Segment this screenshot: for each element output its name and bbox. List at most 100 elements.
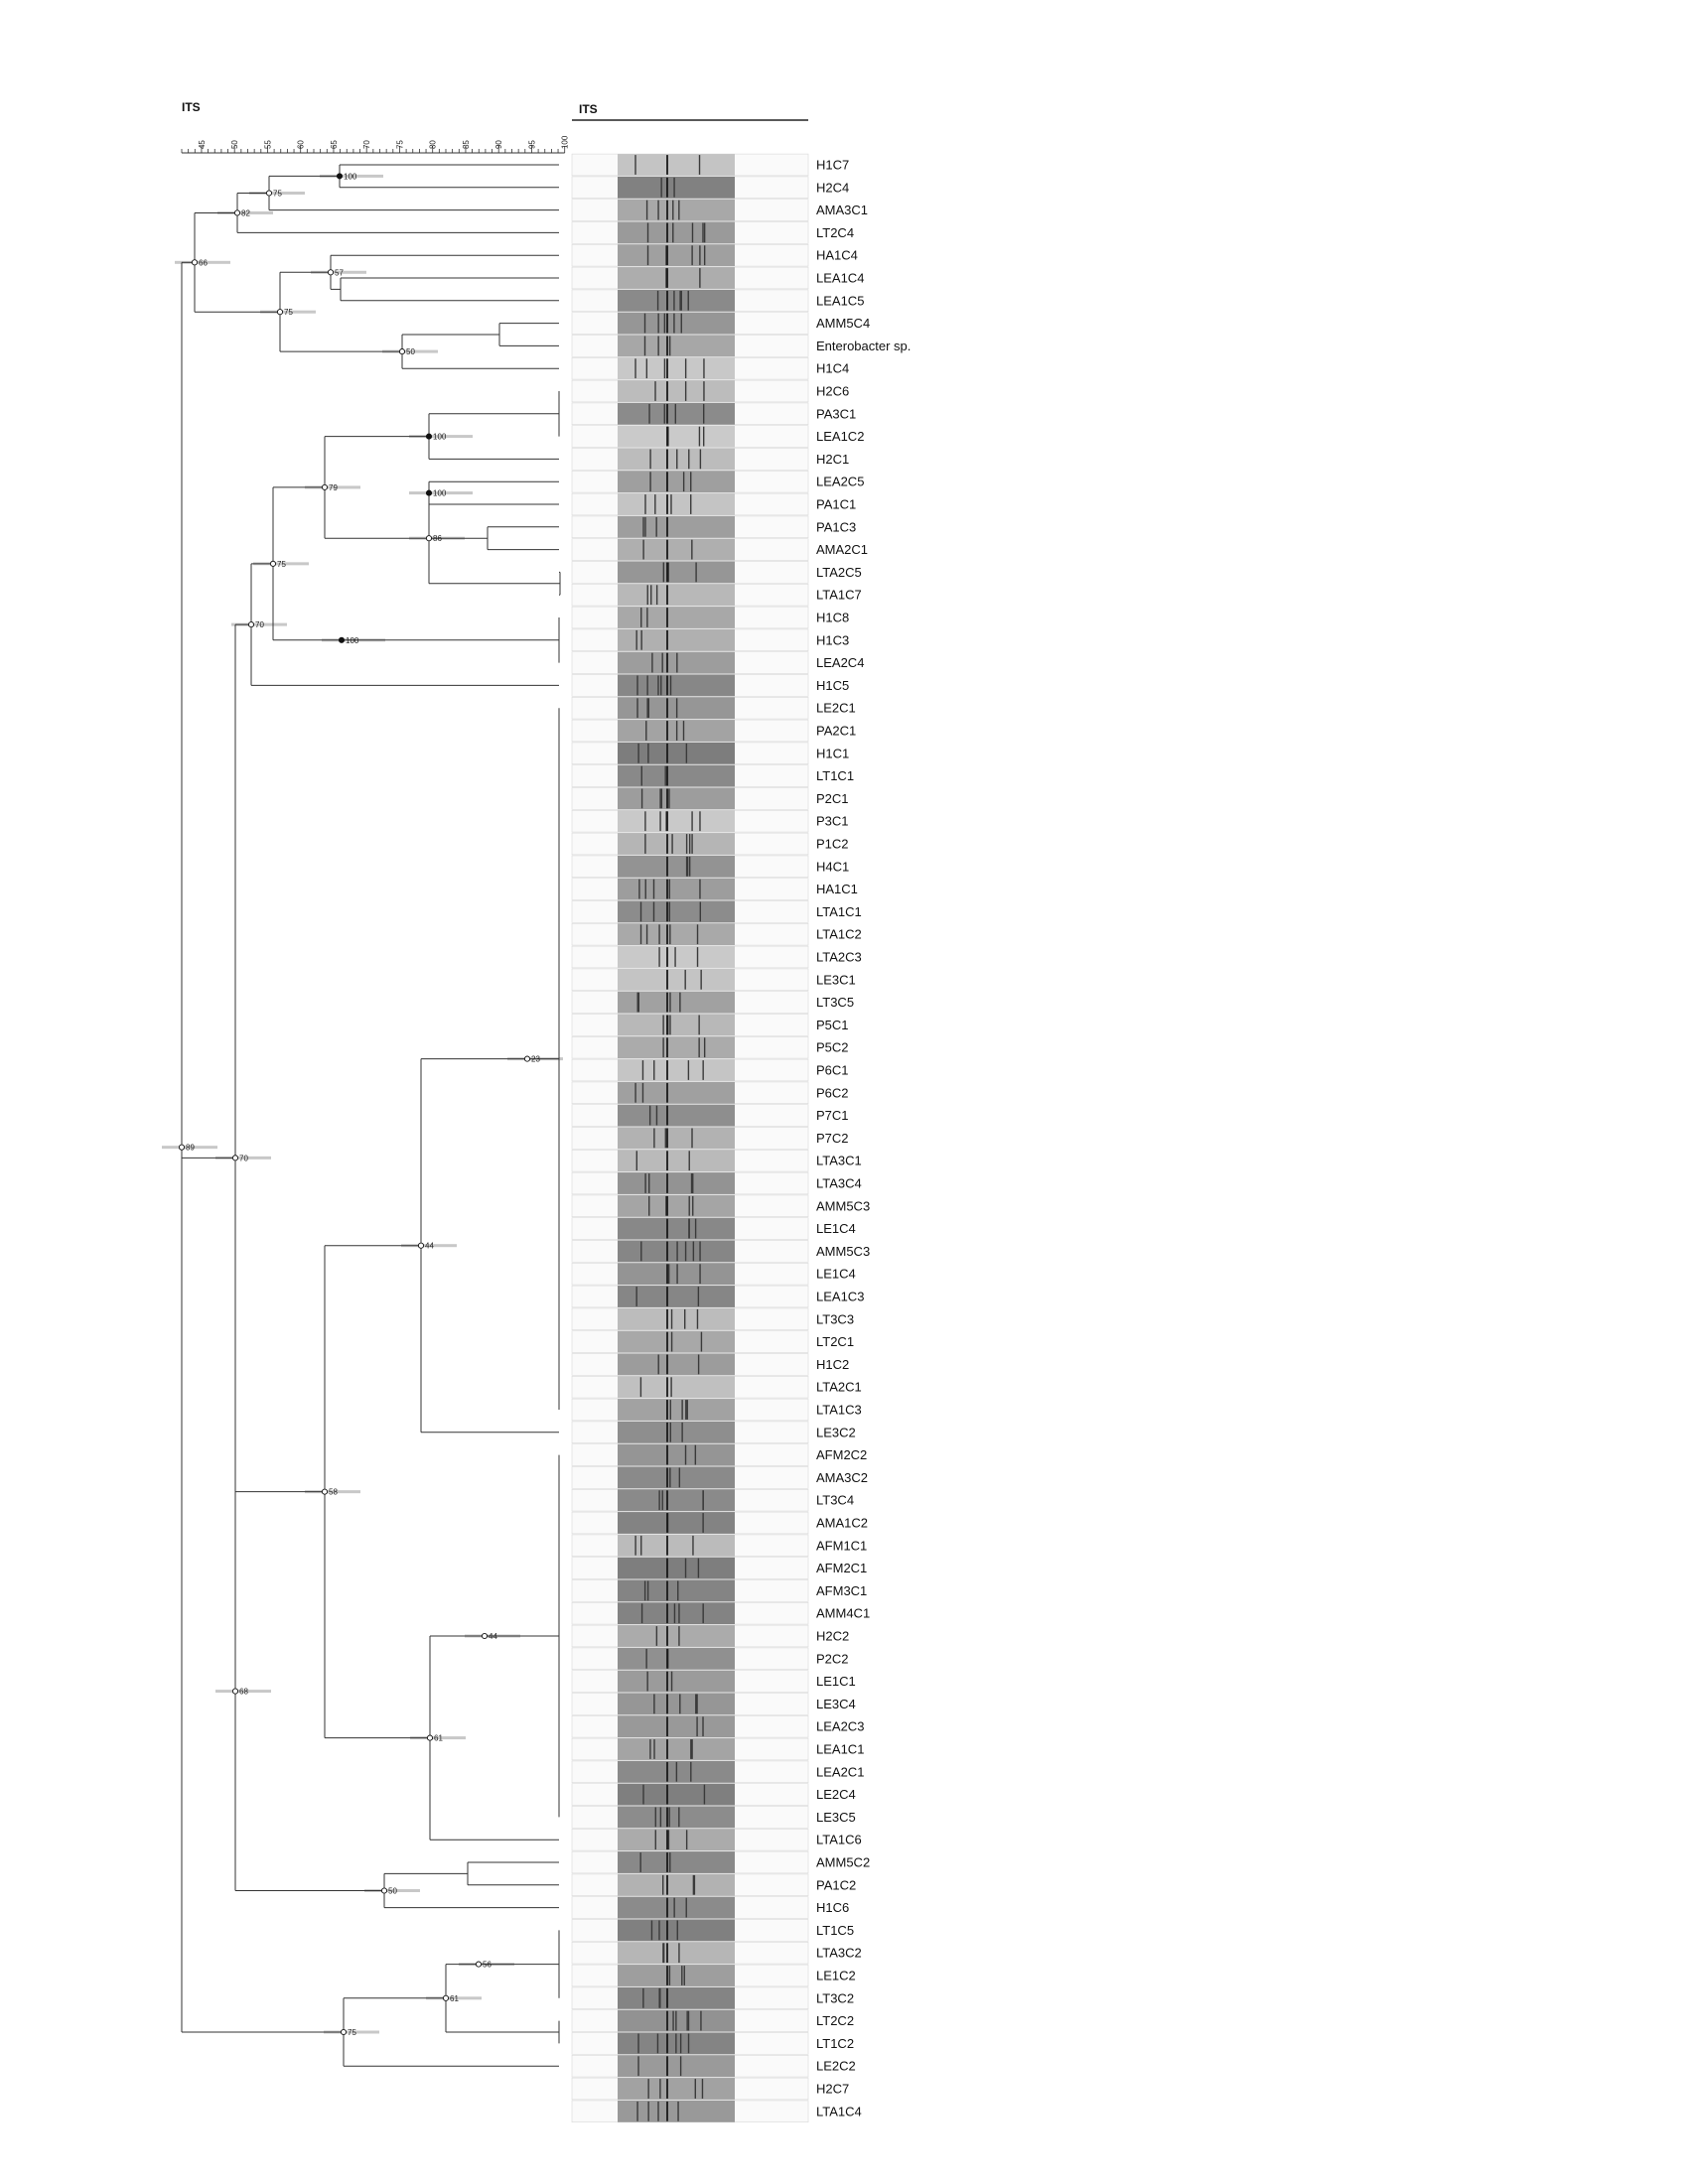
bootstrap-bar	[409, 491, 473, 495]
gel-lane	[618, 515, 735, 538]
bootstrap-bar	[364, 1889, 420, 1892]
scale-tick-label: 45	[198, 140, 207, 149]
strain-label: LTA1C6	[816, 1833, 862, 1847]
node-value: 50	[406, 347, 415, 356]
gel-lane	[618, 1670, 735, 1693]
strain-label: H2C4	[816, 180, 849, 195]
gel-lane	[618, 154, 735, 176]
gel-lane	[618, 628, 735, 651]
gel-lane	[618, 878, 735, 900]
strain-label: LT2C2	[816, 2013, 854, 2028]
gel-lane	[618, 538, 735, 561]
gel-lane	[618, 1919, 735, 1942]
gel-lane	[618, 1715, 735, 1738]
node-value: 100	[346, 636, 359, 645]
node-marker	[426, 1734, 434, 1741]
gel-lane	[618, 1217, 735, 1240]
strain-label: H1C2	[816, 1357, 849, 1372]
gel-lane	[618, 833, 735, 855]
strain-label: LEA1C1	[816, 1742, 864, 1757]
strain-label: LE3C5	[816, 1810, 856, 1825]
strain-label: H2C7	[816, 2082, 849, 2097]
strain-label: LT3C5	[816, 995, 854, 1010]
gel-lane	[618, 1534, 735, 1557]
gel-lane	[618, 651, 735, 674]
gel-lane	[618, 1081, 735, 1104]
strain-label: LT1C2	[816, 2036, 854, 2051]
strain-label: P7C2	[816, 1131, 849, 1146]
node-marker	[523, 1055, 531, 1062]
bootstrap-bar	[249, 192, 305, 195]
node-marker	[276, 309, 284, 316]
gel-lane	[618, 855, 735, 878]
strain-label: H1C3	[816, 632, 849, 647]
gel-lane	[618, 221, 735, 244]
gel-title: ITS	[579, 102, 598, 116]
gel-lane	[618, 1986, 735, 2009]
strain-label: Enterobacter sp.	[816, 339, 911, 353]
node-marker	[247, 621, 255, 628]
gel-lane	[618, 471, 735, 493]
gel-lane	[618, 584, 735, 607]
strain-label: LE2C2	[816, 2059, 856, 2074]
strain-label: H1C7	[816, 158, 849, 173]
strain-label: LE2C4	[816, 1787, 856, 1802]
node-marker	[425, 489, 433, 496]
node-marker	[425, 433, 433, 440]
strain-label: LTA1C2	[816, 927, 862, 942]
strain-label: AMM5C2	[816, 1855, 870, 1870]
strain-label: AMM5C3	[816, 1244, 870, 1259]
strain-label: LE2C1	[816, 701, 856, 716]
similarity-scale: 45 50 55 60 65 70 75 80 85 90 95 100	[181, 135, 570, 154]
strain-label: LTA2C5	[816, 565, 862, 580]
node-value: 61	[450, 1994, 459, 2003]
scale-tick-label: 65	[330, 140, 339, 149]
gel-lane	[618, 1965, 735, 1986]
strain-label: LTA3C1	[816, 1154, 862, 1168]
strain-label: AMA1C2	[816, 1516, 868, 1531]
strain-label: LE1C4	[816, 1267, 856, 1282]
strain-label: H1C4	[816, 361, 849, 376]
scale-tick-label: 80	[429, 140, 438, 149]
strain-label: AMA3C2	[816, 1470, 868, 1485]
strain-label: HA1C1	[816, 882, 858, 896]
dendrogram-nodes: 100 75 82 57 50 75 66 100 100 86 79 100 75 70 23 44 44 61…	[178, 172, 540, 2037]
strain-label: LT3C3	[816, 1311, 854, 1326]
bootstrap-bar	[311, 270, 366, 274]
gel-lane	[618, 1127, 735, 1150]
gel-lane	[618, 946, 735, 968]
gel-lane	[618, 1873, 735, 1896]
gel-lane	[618, 380, 735, 402]
gel-lane	[618, 1240, 735, 1263]
node-value: 44	[489, 1632, 497, 1641]
bootstrap-bar	[231, 622, 287, 626]
node-value: 79	[329, 483, 338, 492]
node-value: 61	[434, 1734, 443, 1743]
node-marker	[338, 636, 346, 643]
gel-lane	[618, 1489, 735, 1512]
strain-label: P3C1	[816, 814, 849, 829]
strain-label: LTA2C3	[816, 950, 862, 965]
strain-label: LEA1C2	[816, 429, 864, 444]
strain-label: P1C2	[816, 837, 849, 852]
bootstrap-bar	[162, 1146, 217, 1150]
bootstrap-bar	[253, 562, 309, 566]
strain-label: H2C6	[816, 384, 849, 399]
node-value: 100	[344, 172, 357, 181]
strain-label: AFM2C2	[816, 1447, 867, 1462]
node-marker	[265, 190, 273, 197]
bootstrap-bar	[305, 485, 360, 489]
node-marker	[231, 1155, 239, 1161]
node-marker	[398, 348, 406, 355]
gel-lane	[618, 1376, 735, 1399]
strain-label: PA1C3	[816, 519, 856, 534]
node-value: 100	[433, 489, 447, 498]
strain-label: LT3C4	[816, 1493, 854, 1508]
gel-lane	[618, 1738, 735, 1760]
gel-lane	[618, 1783, 735, 1806]
gel-lane	[618, 1443, 735, 1466]
gel-lane	[618, 1059, 735, 1081]
gel-lane	[618, 312, 735, 335]
strain-label: AFM1C1	[816, 1538, 867, 1553]
strain-label: H1C5	[816, 678, 849, 693]
